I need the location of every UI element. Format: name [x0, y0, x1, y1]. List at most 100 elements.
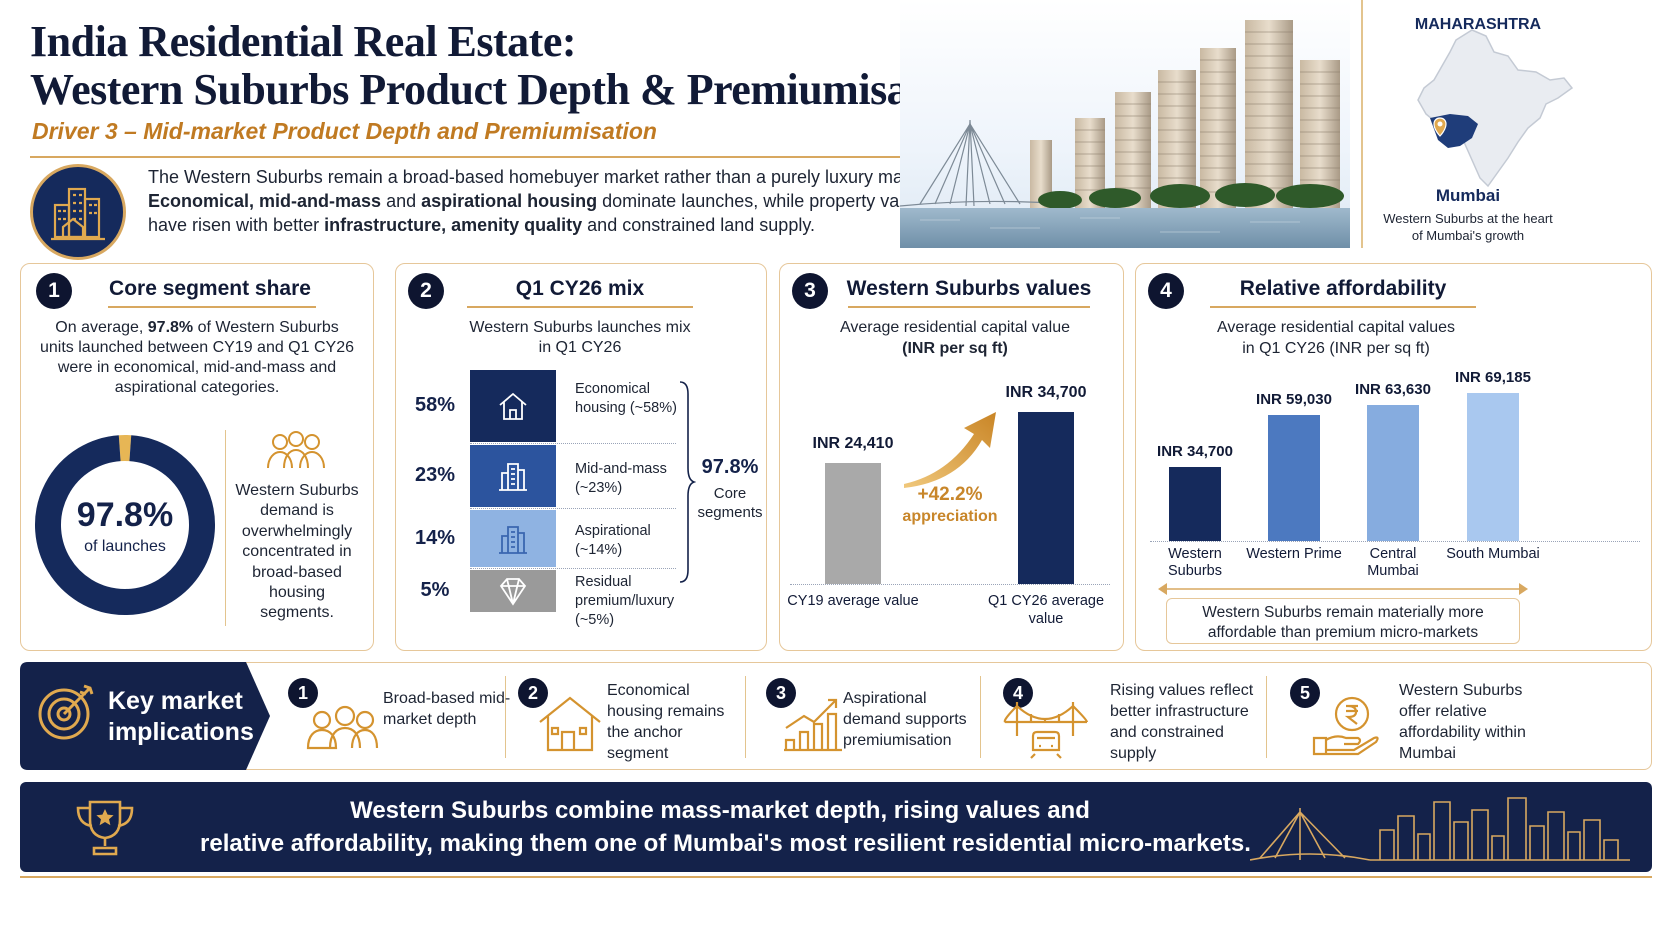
map-state-label: MAHARASHTRA	[1414, 16, 1542, 33]
banner-line-2: relative affordability, making them one …	[200, 830, 1251, 857]
afford-bar-label: INR 69,185	[1455, 369, 1531, 386]
mix-percent-label: 5%	[420, 579, 450, 601]
panel2-title: Q1 CY26 mix	[515, 277, 645, 300]
panel2-subtitle: Western Suburbs launches mix in Q1 CY26	[469, 319, 691, 356]
implication-separator	[1266, 676, 1267, 758]
implication-number: 5	[1290, 678, 1320, 708]
implication-number: 1	[288, 678, 318, 708]
house-icon	[534, 692, 620, 765]
panel2-number: 2	[408, 273, 444, 309]
city-skyline-icon	[1249, 790, 1630, 871]
implication-separator	[505, 676, 506, 758]
panel1-description: On average, 97.8% of Western Suburbs uni…	[40, 319, 354, 396]
values-category-label: Q1 CY26 average value	[987, 593, 1105, 627]
diamond-icon	[499, 578, 527, 606]
afford-bar	[1467, 393, 1519, 541]
afford-bar-label: INR 59,030	[1256, 390, 1332, 408]
panel4-title-underline	[1210, 306, 1476, 308]
mix-percent-label: 23%	[414, 464, 456, 486]
implications-header	[20, 662, 270, 770]
implication-separator	[980, 676, 981, 758]
panel4-number: 4	[1148, 273, 1184, 309]
implication-separator	[745, 676, 746, 758]
values-bar-label: INR 34,700	[1005, 384, 1087, 401]
implication-text: Aspirational demand supports premiumisat…	[843, 690, 967, 749]
implication-text: Economical housing remains the anchor se…	[607, 682, 725, 762]
page-title-line2: Western Suburbs Product Depth & Premiumi…	[30, 65, 980, 114]
bridge-metro-icon	[1003, 692, 1089, 765]
mix-row-separator	[470, 508, 676, 509]
panel4-title: Relative affordability	[1239, 277, 1447, 300]
afford-bar-label: INR 63,630	[1355, 380, 1431, 398]
implication-text: Broad-based mid-market depth	[383, 690, 511, 728]
afford-category-label: Central Mumbai	[1367, 546, 1419, 579]
panel1-number: 1	[36, 273, 72, 309]
house-icon	[499, 392, 527, 420]
values-baseline	[790, 584, 1110, 585]
mix-segment-bar	[470, 370, 556, 442]
afford-category-label: South Mumbai	[1446, 546, 1540, 562]
mix-percent-label: 14%	[414, 526, 456, 549]
panel1-divider	[225, 430, 226, 626]
afford-footnote-box	[1166, 598, 1520, 644]
mix-segment-bar	[470, 510, 556, 567]
donut-value: 97.8%	[76, 496, 174, 534]
banner-line-1: Western Suburbs combine mass-market dept…	[350, 797, 1090, 824]
mix-row-separator	[470, 568, 676, 569]
panel1-title-underline	[108, 306, 316, 308]
values-bar	[825, 463, 881, 584]
afford-footnote: Western Suburbs remain materially more a…	[1202, 604, 1484, 641]
bracket-label: Core segments	[697, 485, 763, 521]
mix-category-label: Aspirational (~14%)	[575, 523, 651, 558]
core-share-donut	[35, 435, 215, 615]
mix-segment-bar	[470, 445, 556, 507]
panel4-subtitle-2: in Q1 CY26 (INR per sq ft)	[1242, 340, 1430, 357]
panel3-number: 3	[792, 273, 828, 309]
implication-number: 3	[766, 678, 796, 708]
afford-category-label: Western Suburbs	[1167, 546, 1222, 579]
building-icon	[499, 525, 527, 554]
afford-bar-label: INR 34,700	[1157, 442, 1233, 460]
mix-category-label: Economical housing (~58%)	[575, 381, 677, 416]
afford-range-arrow	[1158, 583, 1528, 595]
map-caption: Western Suburbs at the heart of Mumbai's…	[1383, 211, 1553, 243]
header-divider	[30, 156, 960, 158]
panel2-title-underline	[467, 306, 693, 308]
values-category-label: CY19 average value	[787, 593, 919, 609]
mix-percent-label: 58%	[414, 394, 456, 416]
values-bar	[1018, 412, 1074, 584]
implication-number: 2	[518, 678, 548, 708]
map-city-label: Mumbai	[1435, 186, 1501, 205]
donut-label: of launches	[84, 538, 166, 555]
afford-baseline	[1150, 541, 1640, 542]
implications-title: Key market implications	[108, 687, 254, 746]
india-map	[1368, 0, 1672, 250]
afford-bar	[1169, 466, 1221, 541]
core-segments-bracket	[679, 381, 696, 583]
buildings-badge-icon	[30, 164, 126, 260]
panel1-side-note: Western Suburbs demand is overwhelmingly…	[235, 482, 359, 622]
trophy-icon	[70, 796, 140, 865]
rupee-hand-icon	[1310, 692, 1396, 765]
implication-text: Rising values reflect better infrastruct…	[1110, 682, 1254, 762]
intro-paragraph: The Western Suburbs remain a broad-based…	[148, 167, 939, 235]
panel3-title: Western Suburbs values	[846, 277, 1092, 300]
panel3-subtitle-1: Average residential capital value	[839, 319, 1071, 336]
growth-arrow-icon	[904, 412, 996, 488]
skyline-photo	[900, 0, 1350, 248]
mix-category-label: Mid-and-mass (~23%)	[575, 461, 667, 496]
people-group-icon	[262, 430, 330, 477]
growth-label: appreciation	[902, 508, 998, 525]
growth-value: +42.2%	[917, 484, 983, 505]
mix-row-separator	[470, 443, 676, 444]
mix-category-label: Residual premium/luxury (~5%)	[575, 574, 675, 628]
values-bar-label: INR 24,410	[812, 435, 894, 452]
growth-chart-icon	[778, 692, 864, 765]
mix-segment-bar	[470, 570, 556, 612]
page-title-line1: India Residential Real Estate:	[30, 17, 577, 66]
panel-q1-mix	[395, 263, 767, 651]
building-icon	[499, 463, 527, 491]
map-divider	[1361, 0, 1363, 248]
banner-underline	[20, 876, 1652, 878]
bracket-value: 97.8%	[701, 456, 759, 478]
